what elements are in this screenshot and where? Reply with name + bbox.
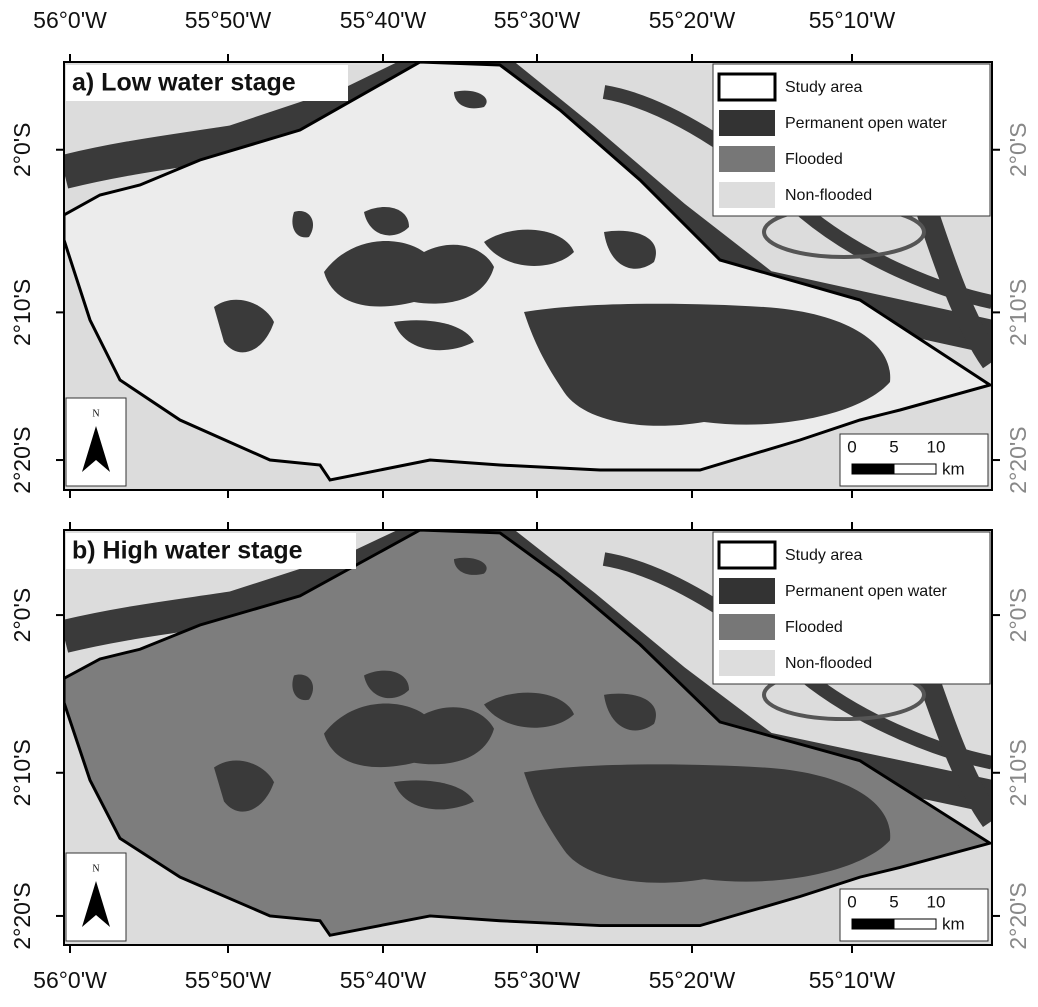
- figure: a) Low water stage 2°0'S 2°0'S 2°10'S 2°10'S…: [0, 0, 1038, 1002]
- legend-label: Study area: [785, 79, 862, 96]
- lon-label-top: 56°0'W: [33, 7, 107, 33]
- lon-label-top: 55°30'W: [494, 7, 581, 33]
- lon-label-bottom: 55°50'W: [185, 967, 272, 993]
- legend-label: Non-flooded: [785, 655, 872, 672]
- lon-label-top: 55°10'W: [809, 7, 896, 33]
- page: {"top_axis": ["56°0'W", "55°50'W", "55°4…: [0, 0, 1038, 1007]
- legend-swatch: [719, 74, 775, 100]
- scale-box: [840, 434, 988, 486]
- lon-label-top: 55°20'W: [649, 7, 736, 33]
- lat-label-left: 2°10'S: [9, 739, 35, 806]
- lat-label-left: 2°20'S: [9, 882, 35, 949]
- legend-swatch: [719, 110, 775, 136]
- legend-label: Permanent open water: [785, 583, 948, 600]
- lat-label-left: 2°0'S: [9, 122, 35, 177]
- scale-bar-black: [852, 919, 894, 929]
- lon-label-bottom: 55°40'W: [340, 967, 427, 993]
- lat-label-left: 2°10'S: [9, 279, 35, 346]
- scale-bar-black: [852, 464, 894, 474]
- north-label: N: [92, 408, 99, 419]
- scale-tick-label: 5: [889, 437, 898, 456]
- legend-swatch: [719, 650, 775, 676]
- legend-label: Non-flooded: [785, 187, 872, 204]
- lon-label-bottom: 55°30'W: [494, 967, 581, 993]
- north-label: N: [92, 863, 99, 874]
- lon-label-top: 55°50'W: [185, 7, 272, 33]
- lat-label-right: 2°10'S: [1005, 739, 1031, 806]
- scale-tick-label: 5: [889, 892, 898, 911]
- legend-label: Study area: [785, 547, 862, 564]
- lat-label-right: 2°20'S: [1005, 426, 1031, 493]
- legend-swatch: [719, 146, 775, 172]
- lat-label-left: 2°20'S: [9, 426, 35, 493]
- lat-label-left: 2°0'S: [9, 588, 35, 643]
- panel-title: a) Low water stage: [72, 69, 296, 97]
- scale-box: [840, 889, 988, 941]
- scale-bar-white: [894, 464, 936, 474]
- legend-label: Flooded: [785, 151, 843, 168]
- legend-swatch: [719, 182, 775, 208]
- lat-label-right: 2°0'S: [1005, 588, 1031, 643]
- scale-tick-label: 0: [847, 892, 856, 911]
- scale-tick-label: 10: [927, 437, 946, 456]
- scale-tick-label: 0: [847, 437, 856, 456]
- scale-bar-white: [894, 919, 936, 929]
- legend-label: Permanent open water: [785, 115, 948, 132]
- legend-swatch: [719, 578, 775, 604]
- panel-title: b) High water stage: [72, 537, 303, 565]
- legend-swatch: [719, 614, 775, 640]
- legend-swatch: [719, 542, 775, 568]
- lon-label-bottom: 55°20'W: [649, 967, 736, 993]
- scale-unit: km: [942, 914, 965, 933]
- scale-unit: km: [942, 459, 965, 478]
- map-panel: a) Low water stage 2°0'S 2°0'S 2°10'S 2°10'S…: [9, 54, 1031, 498]
- scale-tick-label: 10: [927, 892, 946, 911]
- lat-label-right: 2°0'S: [1005, 122, 1031, 177]
- lat-label-right: 2°20'S: [1005, 882, 1031, 949]
- lon-label-top: 55°40'W: [340, 7, 427, 33]
- legend-label: Flooded: [785, 619, 843, 636]
- lat-label-right: 2°10'S: [1005, 279, 1031, 346]
- lon-label-bottom: 56°0'W: [33, 967, 107, 993]
- map-panel: b) High water stage 2°0'S 2°0'S 2°10'S 2°10'…: [9, 522, 1031, 953]
- lon-label-bottom: 55°10'W: [809, 967, 896, 993]
